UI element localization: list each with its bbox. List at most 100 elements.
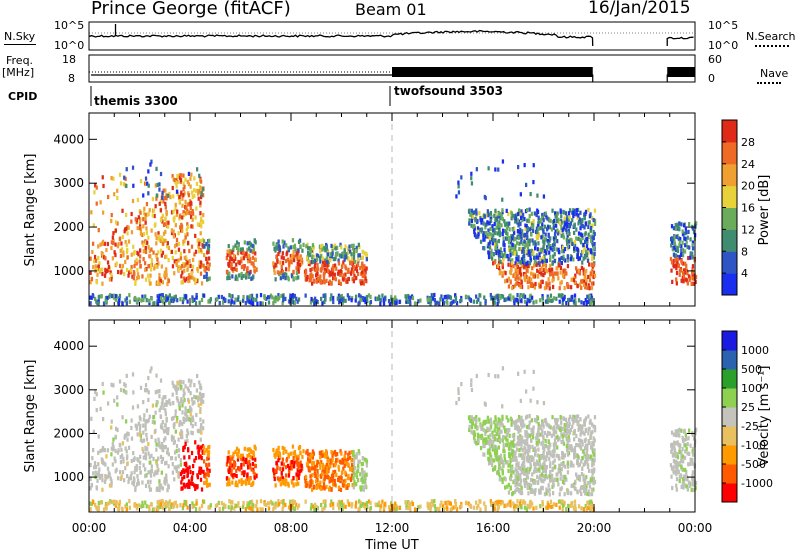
power-cell xyxy=(299,244,302,249)
power-cell xyxy=(513,301,516,306)
power-cell xyxy=(519,266,522,272)
velocity-cell xyxy=(584,437,587,442)
velocity-cell xyxy=(339,449,342,454)
power-cell xyxy=(533,255,536,260)
power-cell xyxy=(97,294,100,299)
velocity-cell xyxy=(122,388,126,393)
power-cell xyxy=(361,273,364,279)
power-cell xyxy=(165,254,168,259)
velocity-cell xyxy=(357,459,360,464)
velocity-cell xyxy=(575,433,578,439)
power-cell xyxy=(184,255,188,260)
velocity-cell xyxy=(165,473,168,478)
velocity-cell xyxy=(326,458,330,463)
velocity-cell xyxy=(313,484,316,489)
power-cell xyxy=(142,249,145,254)
power-cell xyxy=(555,218,559,223)
velocity-cell xyxy=(572,484,576,489)
velocity-cell xyxy=(144,447,148,452)
power-cell xyxy=(324,260,327,265)
power-cell xyxy=(150,258,153,263)
power-cell xyxy=(198,241,201,246)
power-cell xyxy=(489,293,492,298)
velocity-cell xyxy=(329,464,332,469)
velocity-cell xyxy=(537,447,540,452)
power-cell xyxy=(176,191,179,197)
power-cell xyxy=(470,208,473,213)
power-cell xyxy=(577,268,580,273)
power-cell xyxy=(593,273,597,278)
power-cell xyxy=(175,180,178,185)
power-cell xyxy=(492,252,496,257)
power-cell xyxy=(378,294,381,299)
velocity-cell xyxy=(552,453,556,458)
power-cell xyxy=(576,248,580,253)
power-cell xyxy=(678,227,681,232)
velocity-cell xyxy=(361,486,364,492)
power-cell xyxy=(395,298,398,303)
power-cell xyxy=(277,252,280,257)
power-cell xyxy=(183,255,186,260)
power-cell xyxy=(165,193,168,198)
power-cell xyxy=(520,239,523,245)
power-cell xyxy=(133,264,136,269)
velocity-cell xyxy=(182,482,186,487)
power-cell xyxy=(273,267,276,272)
velocity-cell xyxy=(531,429,534,434)
power-cell xyxy=(321,265,324,270)
velocity-cell xyxy=(292,476,295,481)
power-cell xyxy=(246,270,249,275)
velocity-cell xyxy=(313,471,316,476)
power-cell xyxy=(174,223,177,228)
velocity-cell xyxy=(227,479,230,484)
velocity-cell xyxy=(683,437,686,442)
velocity-cell xyxy=(193,383,196,388)
power-cell xyxy=(515,252,518,257)
power-cell xyxy=(468,221,471,226)
power-cell xyxy=(479,239,483,244)
power-cell xyxy=(583,225,586,230)
power-cell xyxy=(197,191,200,196)
power-cell xyxy=(509,280,512,285)
power-cell xyxy=(519,212,522,217)
power-cell xyxy=(546,269,549,274)
power-cell xyxy=(580,300,583,305)
velocity-cell xyxy=(135,464,138,469)
power-cell xyxy=(552,274,555,279)
power-cell xyxy=(254,257,257,262)
power-cell xyxy=(252,263,255,268)
power-cell xyxy=(330,243,333,248)
velocity-cell xyxy=(587,439,590,444)
velocity-cell xyxy=(322,484,326,489)
power-cell xyxy=(135,257,138,262)
velocity-cell xyxy=(182,399,185,404)
power-cell xyxy=(180,274,183,279)
power-cell xyxy=(194,277,198,283)
velocity-cell xyxy=(104,462,107,467)
velocity-cell xyxy=(688,428,691,433)
velocity-cell xyxy=(587,414,590,419)
velocity-cell xyxy=(509,459,512,464)
power-cell xyxy=(388,301,392,306)
velocity-cell xyxy=(312,451,315,456)
velocity-cell xyxy=(502,459,505,464)
velocity-cell xyxy=(506,443,509,448)
velocity-cell xyxy=(502,446,505,451)
velocity-cell xyxy=(519,482,522,487)
power-cell xyxy=(560,233,563,238)
power-cell xyxy=(191,224,194,229)
power-cell xyxy=(352,269,355,274)
power-cell xyxy=(680,252,683,257)
power-cell xyxy=(670,236,673,241)
velocity-cell xyxy=(105,454,108,459)
power-cell xyxy=(173,177,176,183)
power-cell xyxy=(144,245,147,251)
power-cell xyxy=(135,261,138,266)
power-cell xyxy=(261,301,264,306)
velocity-cell xyxy=(249,454,252,460)
velocity-cell xyxy=(517,461,520,466)
velocity-cell xyxy=(542,474,545,479)
velocity-cell xyxy=(164,402,167,407)
power-cell xyxy=(693,281,696,286)
velocity-cell xyxy=(333,449,337,455)
